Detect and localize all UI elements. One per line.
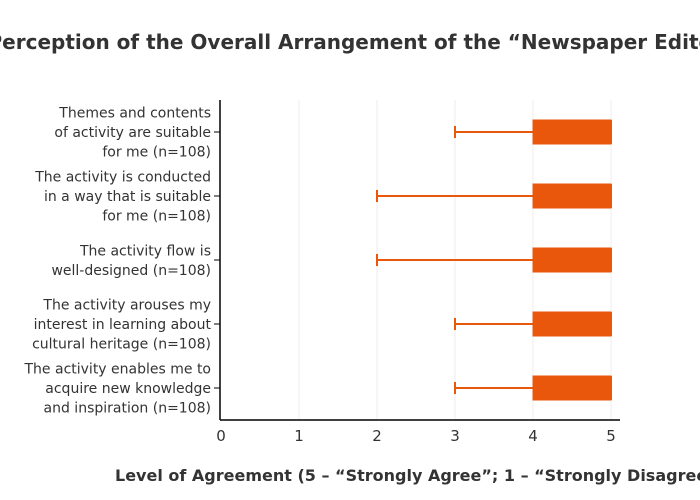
x-tick-label: 2: [372, 427, 382, 445]
category-label: The activity is conducted in a way that i…: [34, 170, 211, 225]
x-tick-label: 1: [294, 427, 304, 445]
category-labels: Themes and contents of activity are suita…: [24, 106, 220, 417]
category-label-line: The activity flow is: [79, 243, 211, 259]
category-label-line: well-designed (n=108): [51, 263, 211, 279]
iqr-box: [532, 311, 612, 337]
x-tick-label: 3: [450, 427, 460, 445]
category-label: The activity enables me to acquire new kn…: [24, 362, 212, 417]
category-label-line: for me (n=108): [102, 209, 211, 225]
category-label-line: for me (n=108): [102, 145, 211, 161]
category-label: Themes and contents of activity are suita…: [54, 106, 211, 161]
iqr-box: [532, 375, 612, 401]
category-label-line: of activity are suitable: [54, 125, 211, 141]
category-label-line: Themes and contents: [58, 106, 211, 122]
category-label-line: The activity arouses my: [42, 298, 211, 314]
category-label-line: The activity is conducted: [34, 170, 211, 186]
x-tick-labels: 0 1 2 3 4 5: [216, 427, 616, 445]
category-label-line: acquire new knowledge: [45, 381, 211, 397]
chart-title: Students’ Perception of the Overall Arra…: [0, 30, 700, 54]
x-tick-label: 4: [528, 427, 538, 445]
x-axis-title: Level of Agreement (5 – “Strongly Agree”…: [115, 466, 700, 485]
category-label-line: interest in learning about: [34, 317, 212, 333]
category-label: The activity flow is well-designed (n=108…: [51, 243, 211, 279]
iqr-box: [532, 119, 612, 145]
x-tick-label: 5: [606, 427, 616, 445]
iqr-box: [532, 247, 612, 273]
x-tick-label: 0: [216, 427, 226, 445]
category-label-line: in a way that is suitable: [44, 189, 211, 205]
category-label-line: The activity enables me to: [24, 362, 212, 378]
category-label-line: cultural heritage (n=108): [32, 337, 211, 353]
iqr-box: [532, 183, 612, 209]
boxes: [376, 119, 612, 401]
category-label-line: and inspiration (n=108): [44, 401, 211, 417]
category-label: The activity arouses my interest in learn…: [32, 298, 211, 353]
